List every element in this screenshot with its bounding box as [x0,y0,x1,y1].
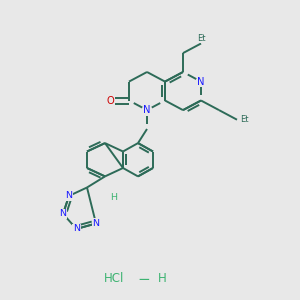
Text: −: − [138,272,150,286]
Text: H: H [158,272,166,286]
Text: O: O [106,95,114,106]
Text: N: N [92,219,100,228]
Text: Et: Et [240,115,249,124]
Text: H: H [110,194,118,202]
Text: N: N [73,224,80,233]
Text: Et: Et [197,34,205,43]
Text: HCl: HCl [104,272,124,286]
Text: N: N [143,105,151,115]
Text: N: N [59,209,67,218]
Text: N: N [197,76,205,87]
Text: N: N [65,191,73,200]
